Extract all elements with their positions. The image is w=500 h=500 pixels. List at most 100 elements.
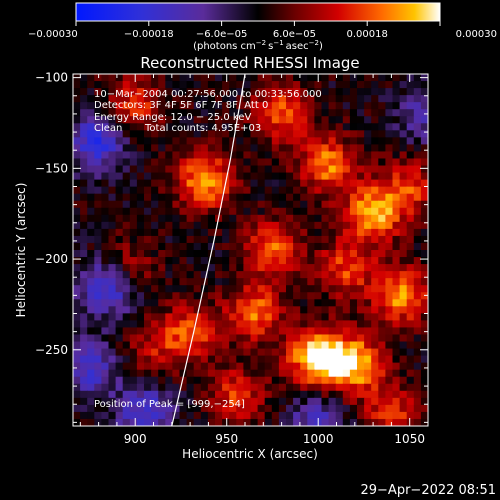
heatmap-cell	[371, 221, 379, 230]
heatmap-cell	[278, 411, 287, 420]
heatmap-cell	[207, 242, 216, 251]
heatmap-cell	[413, 74, 422, 82]
heatmap-cell	[172, 334, 181, 343]
heatmap-cell	[94, 102, 102, 110]
heatmap-cell	[364, 172, 372, 181]
heatmap-cell	[278, 165, 287, 174]
heatmap-cell	[371, 95, 379, 103]
heatmap-cell	[399, 306, 408, 314]
heatmap-cell	[420, 242, 428, 251]
y-tick-label: −200	[35, 252, 68, 266]
heatmap-cell	[158, 123, 166, 131]
heatmap-cell	[136, 404, 145, 413]
heatmap-cell	[186, 242, 195, 251]
heatmap-cell	[349, 95, 358, 103]
heatmap-cell	[399, 116, 408, 124]
heatmap-cell	[314, 327, 323, 336]
heatmap-cell	[165, 88, 173, 96]
heatmap-cell	[144, 404, 152, 413]
heatmap-cell	[314, 411, 323, 420]
heatmap-cell	[229, 172, 237, 181]
heatmap-cell	[307, 137, 315, 145]
heatmap-cell	[293, 144, 301, 153]
heatmap-cell	[101, 137, 110, 145]
heatmap-cell	[250, 278, 259, 286]
heatmap-cell	[115, 404, 124, 413]
heatmap-cell	[257, 292, 266, 300]
heatmap-cell	[378, 137, 386, 145]
heatmap-cell	[172, 278, 181, 286]
heatmap-cell	[293, 235, 301, 244]
heatmap-cell	[172, 390, 181, 399]
heatmap-cell	[243, 221, 252, 230]
heatmap-cell	[193, 376, 202, 385]
y-axis-label: Heliocentric Y (arcsec)	[14, 183, 28, 318]
heatmap-cell	[406, 172, 415, 181]
heatmap-cell	[293, 116, 301, 124]
heatmap-cell	[165, 327, 173, 336]
heatmap-cell	[122, 327, 131, 336]
heatmap-cell	[257, 130, 266, 138]
heatmap-cell	[172, 221, 181, 230]
heatmap-cell	[278, 257, 287, 265]
heatmap-cell	[264, 228, 273, 237]
heatmap-cell	[87, 242, 95, 251]
heatmap-cell	[307, 102, 315, 110]
heatmap-cell	[335, 235, 344, 244]
heatmap-cell	[293, 285, 301, 293]
heatmap-cell	[229, 74, 237, 82]
heatmap-cell	[200, 341, 209, 350]
heatmap-cell	[80, 242, 88, 251]
heatmap-cell	[87, 109, 95, 117]
heatmap-cell	[144, 369, 152, 378]
heatmap-cell	[406, 411, 415, 420]
heatmap-cell	[87, 123, 95, 131]
heatmap-cell	[342, 186, 351, 195]
heatmap-cell	[122, 193, 131, 202]
heatmap-cell	[349, 376, 358, 385]
heatmap-cell	[229, 334, 237, 343]
heatmap-cell	[73, 151, 81, 160]
heatmap-cell	[378, 116, 386, 124]
heatmap-cell	[250, 130, 259, 138]
heatmap-cell	[80, 102, 88, 110]
heatmap-cell	[300, 81, 308, 89]
heatmap-cell	[101, 207, 110, 216]
heatmap-cell	[229, 299, 237, 307]
heatmap-cell	[314, 95, 323, 103]
heatmap-cell	[257, 214, 266, 223]
time-range-text: 10−Mar−2004 00:27:56.000 to 00:33:56.000	[94, 89, 322, 100]
heatmap-cell	[80, 362, 88, 371]
heatmap-cell	[108, 397, 117, 406]
heatmap-cell	[236, 278, 244, 286]
heatmap-cell	[144, 362, 152, 371]
heatmap-cell	[87, 299, 95, 307]
heatmap-cell	[364, 179, 372, 188]
heatmap-cell	[186, 221, 195, 230]
heatmap-cell	[229, 235, 237, 244]
heatmap-cell	[413, 151, 422, 160]
heatmap-cell	[271, 109, 280, 117]
heatmap-cell	[300, 193, 308, 202]
heatmap-cell	[328, 264, 337, 272]
heatmap-cell	[271, 172, 280, 181]
heatmap-cell	[165, 397, 173, 406]
heatmap-cell	[186, 299, 195, 307]
heatmap-cell	[80, 214, 88, 223]
heatmap-cell	[215, 404, 223, 413]
heatmap-cell	[307, 116, 315, 124]
heatmap-cell	[406, 88, 415, 96]
heatmap-cell	[165, 151, 173, 160]
heatmap-cell	[364, 165, 372, 174]
heatmap-cell	[80, 285, 88, 293]
heatmap-cell	[215, 327, 223, 336]
heatmap-cell	[215, 228, 223, 237]
heatmap-cell	[349, 341, 358, 350]
heatmap-cell	[335, 264, 344, 272]
heatmap-cell	[349, 355, 358, 364]
heatmap-cell	[236, 137, 244, 145]
heatmap-cell	[122, 172, 131, 181]
heatmap-cell	[264, 348, 273, 357]
heatmap-cell	[250, 418, 259, 426]
heatmap-cell	[151, 116, 159, 124]
